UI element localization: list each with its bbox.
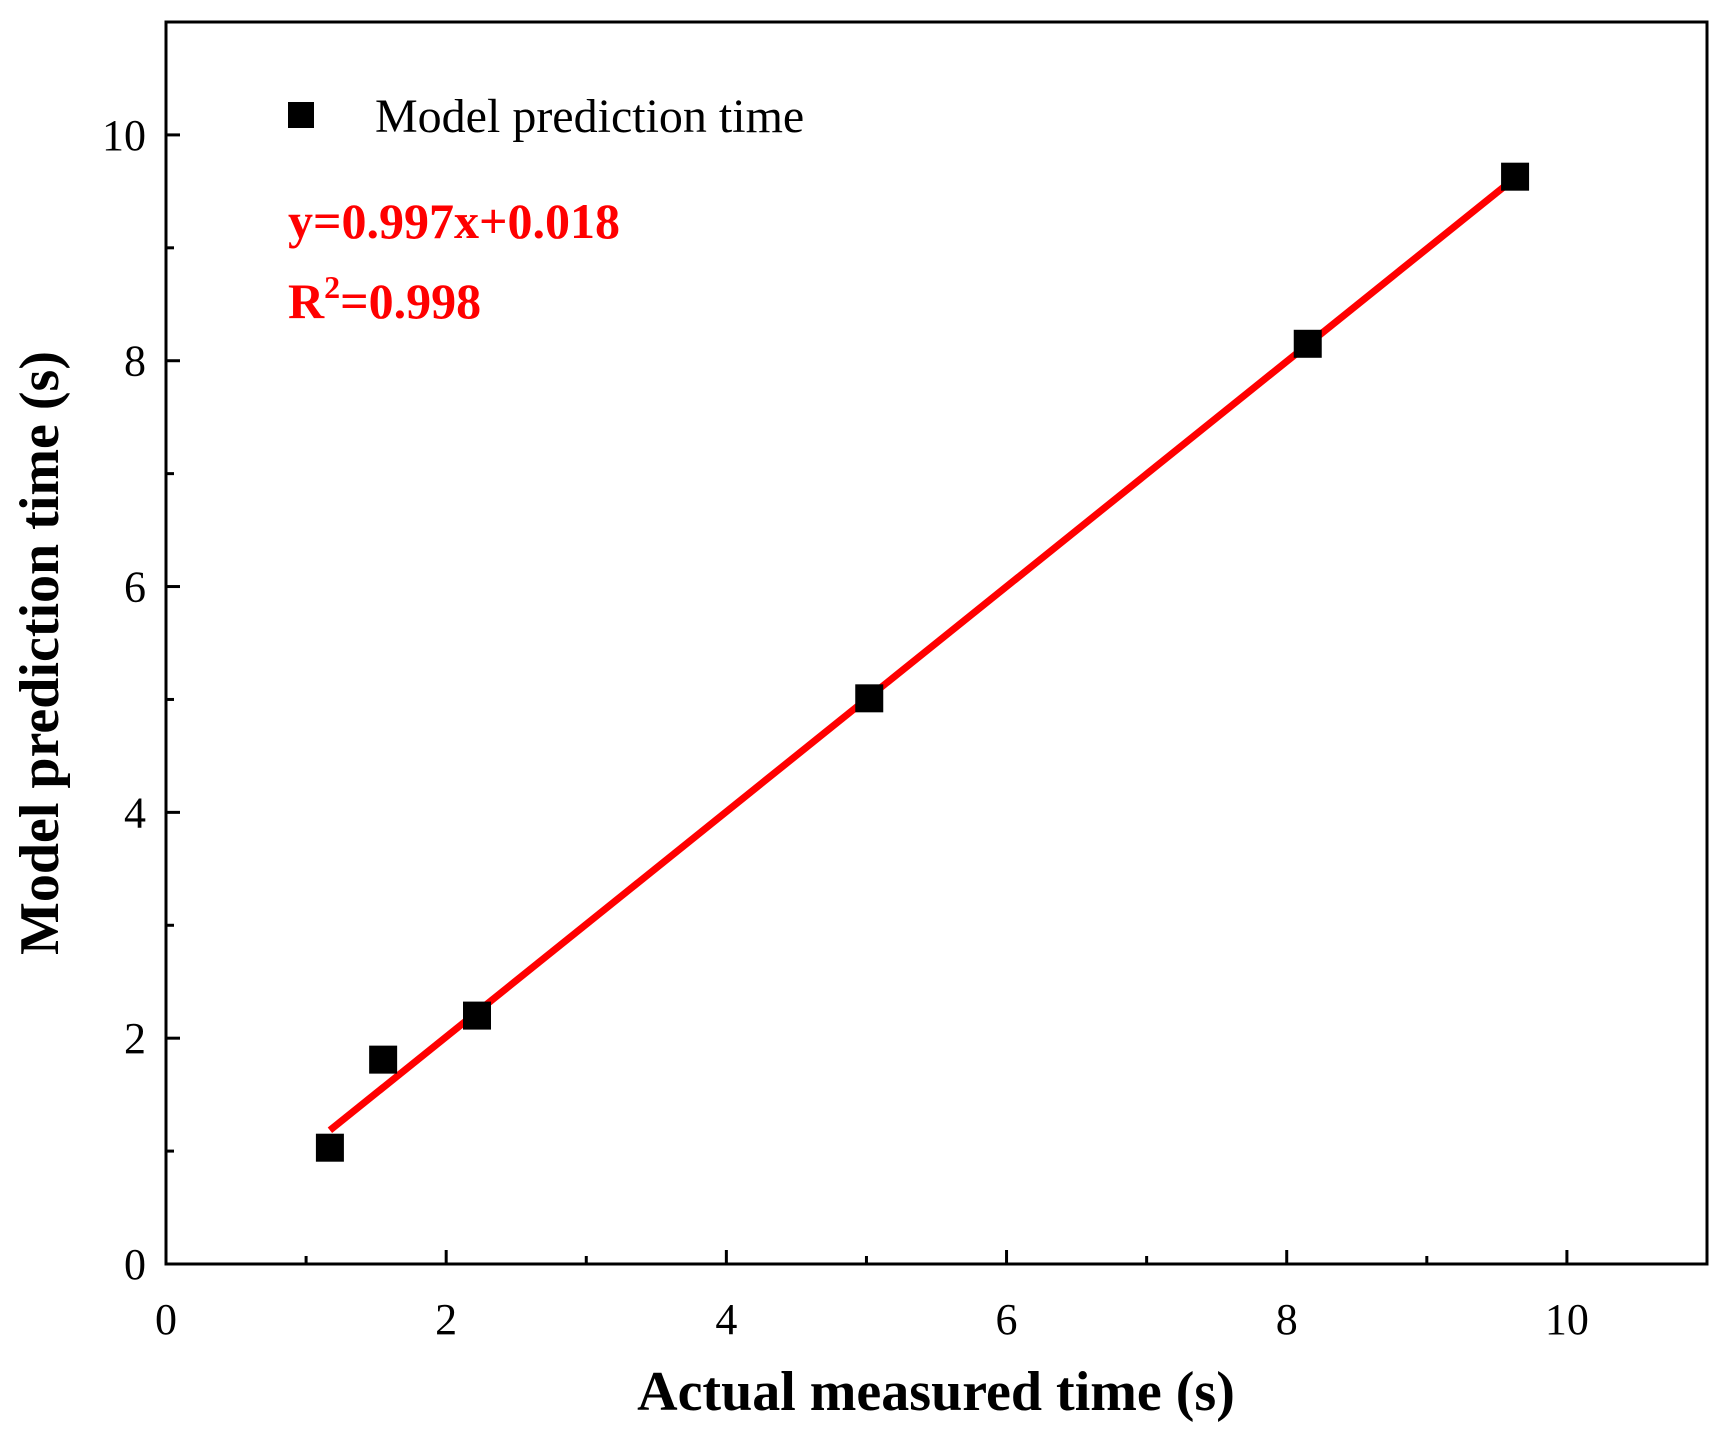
legend-marker — [288, 102, 314, 128]
y-tick-label: 2 — [124, 1014, 146, 1063]
r2-superscript: 2 — [324, 269, 340, 305]
r2-prefix: R — [288, 273, 325, 329]
x-tick-label: 8 — [1276, 1295, 1298, 1344]
data-point — [1293, 329, 1322, 358]
plot-frame — [164, 20, 1709, 1266]
y-tick-label: 4 — [124, 788, 146, 837]
axes: 0 2 4 6 8 10 0 2 4 6 8 10 — [102, 20, 1709, 1344]
r-squared: R2=0.998 — [288, 269, 481, 329]
data-point — [315, 1133, 344, 1162]
data-point — [855, 684, 884, 713]
x-tick-label: 10 — [1545, 1295, 1589, 1344]
fit-annotations: y=0.997x+0.018 R2=0.998 — [288, 193, 620, 329]
y-tick-label: 0 — [124, 1240, 146, 1289]
r2-value: =0.998 — [340, 273, 481, 329]
y-tick-label: 8 — [124, 337, 146, 386]
data-points — [315, 162, 1530, 1162]
data-point — [463, 1001, 492, 1030]
y-tick-label: 6 — [124, 563, 146, 612]
legend-label: Model prediction time — [375, 90, 804, 143]
x-tick-label: 0 — [155, 1295, 177, 1344]
fit-equation: y=0.997x+0.018 — [288, 193, 620, 249]
data-point — [369, 1045, 398, 1074]
x-tick-label: 6 — [996, 1295, 1018, 1344]
x-axis-title: Actual measured time (s) — [637, 1361, 1235, 1423]
legend: Model prediction time — [288, 90, 804, 143]
y-axis-title: Model prediction time (s) — [9, 351, 71, 955]
x-tick-label: 4 — [715, 1295, 737, 1344]
data-point — [1501, 162, 1530, 191]
x-tick-label: 2 — [435, 1295, 457, 1344]
y-tick-label: 10 — [102, 111, 146, 160]
